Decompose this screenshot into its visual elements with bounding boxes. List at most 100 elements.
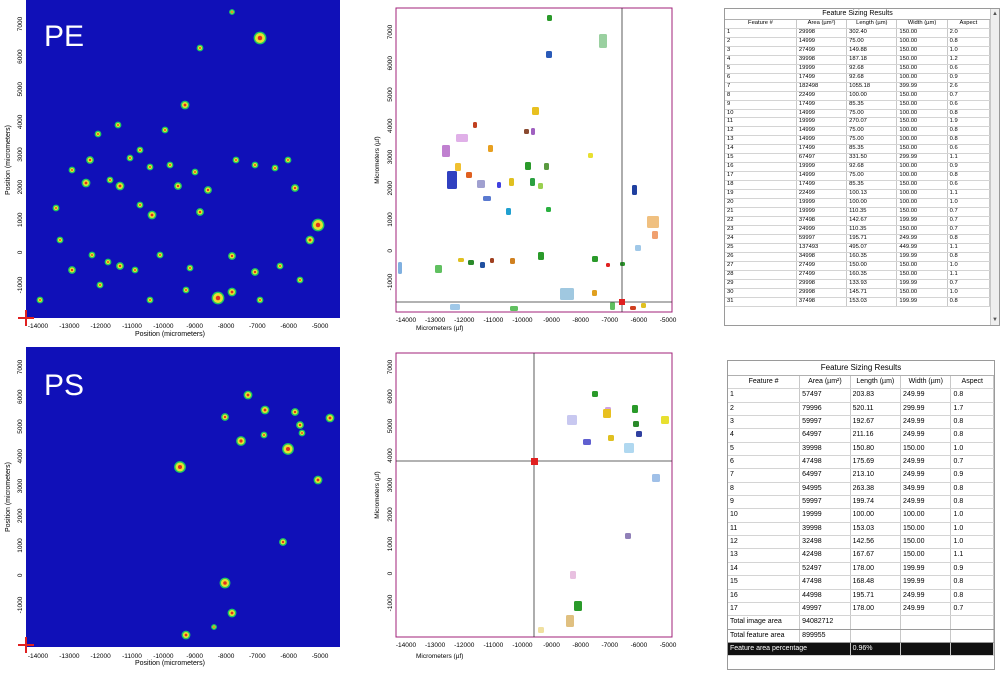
table-row[interactable]: 28 27499 160.35 150.00 1.1: [725, 270, 991, 280]
table-row[interactable]: 22 37498 142.67 199.99 0.7: [725, 216, 991, 226]
table-row[interactable]: 6 17499 92.68 100.00 0.9: [725, 73, 991, 83]
table-row[interactable]: 26 34998 160.35 199.99 0.8: [725, 252, 991, 262]
width-cell: 150.00: [896, 55, 948, 65]
table-row[interactable]: 9 17499 85.35 150.00 0.6: [725, 100, 991, 110]
width-cell: 100.00: [896, 171, 948, 182]
table-row[interactable]: 3 59997 192.67 249.99 0.8: [728, 415, 994, 430]
length-cell: 100.13: [846, 189, 898, 200]
particle-blob-core: [254, 164, 256, 166]
area-cell: 19999: [796, 207, 848, 217]
table-row[interactable]: 4 64997 211.16 249.99 0.8: [728, 428, 994, 443]
table-row[interactable]: 1 29998 302.40 150.00 2.0: [725, 28, 991, 38]
pe-col-width[interactable]: Width (µm): [896, 20, 948, 29]
table-row[interactable]: 25 137493 495.07 449.99 1.1: [725, 243, 991, 253]
table-row[interactable]: 19 22499 100.13 100.00 1.1: [725, 189, 991, 200]
particle-spot: [480, 262, 485, 268]
table-row[interactable]: 31 37498 153.03 199.99 0.8: [725, 297, 991, 307]
pe-heatmap-svg: PE -14000 -13000 -12000 -11000 -10000 -9000 -8…: [5, 0, 340, 338]
x-tick-label: -11000: [122, 323, 142, 330]
scroll-up-arrow-icon[interactable]: ▲: [992, 11, 998, 17]
area-cell: 47498: [799, 455, 851, 470]
pe-table-header-row: Feature # Area (µm²) Length (µm) Width (…: [725, 20, 991, 29]
particle-blob-core: [223, 415, 227, 419]
ps-heatmap-area: [26, 347, 340, 647]
table-row[interactable]: 18 17499 85.35 150.00 0.6: [725, 180, 991, 191]
pe-heatmap-ylabel: Position (micrometers): [5, 125, 12, 195]
table-row[interactable]: 12 14999 75.00 100.00 0.8: [725, 126, 991, 137]
pe-col-feature[interactable]: Feature #: [725, 20, 797, 29]
table-row[interactable]: 10 19999 100.00 100.00 1.0: [728, 508, 994, 523]
pe-col-aspect[interactable]: Aspect: [947, 20, 991, 29]
y-tick-label: 6000: [17, 389, 24, 404]
y-tick-label: 5000: [17, 82, 24, 97]
table-row[interactable]: 30 29998 145.71 150.00 1.0: [725, 288, 991, 298]
particle-blob-core: [139, 204, 141, 206]
table-row[interactable]: 10 14999 75.00 100.00 0.8: [725, 109, 991, 119]
table-row[interactable]: 11 39998 153.03 150.00 1.0: [728, 522, 994, 537]
scroll-down-arrow-icon[interactable]: ▼: [992, 317, 998, 323]
length-cell: 110.35: [846, 207, 898, 217]
y-tick-label: 6000: [17, 49, 24, 64]
particle-spot: [538, 252, 544, 260]
particle-spot: [442, 145, 450, 157]
feature-number-cell: 17: [728, 602, 801, 617]
particle-blob-core: [189, 267, 191, 269]
feature-number-cell: 18: [725, 180, 797, 191]
table-row[interactable]: 9 59997 199.74 249.99 0.8: [728, 495, 994, 510]
table-row[interactable]: 23 24999 110.35 150.00 0.7: [725, 225, 991, 235]
ps-col-length[interactable]: Length (µm): [850, 376, 902, 390]
total-image-area-value: 94082712: [799, 615, 851, 630]
table-row[interactable]: 20 19999 100.00 100.00 1.0: [725, 198, 991, 209]
ps-col-aspect[interactable]: Aspect: [950, 376, 994, 390]
table-row[interactable]: 14 17499 85.35 150.00 0.6: [725, 144, 991, 155]
table-row[interactable]: 2 14999 75.00 100.00 0.8: [725, 37, 991, 47]
table-row[interactable]: 2 79996 520.11 299.99 1.7: [728, 402, 994, 417]
table-row[interactable]: 13 42498 167.67 150.00 1.1: [728, 548, 994, 563]
table-row[interactable]: 8 94995 263.38 349.99 0.8: [728, 482, 994, 497]
particle-blob-core: [134, 269, 136, 271]
particle-blob-core: [169, 164, 171, 166]
pe-scatter-ylabel: Micrometers (µf): [374, 136, 381, 183]
table-row[interactable]: 27 27499 150.00 150.00 1.0: [725, 261, 991, 271]
area-cell: 22499: [796, 189, 848, 200]
table-row[interactable]: 3 27499 149.88 150.00 1.0: [725, 46, 991, 56]
pe-table-scrollbar[interactable]: ▲ ▼: [990, 9, 999, 325]
table-row[interactable]: 29 29998 133.93 199.99 0.7: [725, 279, 991, 289]
table-row[interactable]: 5 39998 150.80 150.00 1.0: [728, 442, 994, 457]
ps-col-area[interactable]: Area (µm²): [799, 376, 851, 390]
ps-col-feature[interactable]: Feature #: [728, 376, 801, 390]
area-cell: 39998: [799, 442, 851, 457]
pe-col-length[interactable]: Length (µm): [846, 20, 898, 29]
x-tick-label: -10000: [153, 323, 174, 330]
table-row[interactable]: 11 19999 270.07 150.00 1.9: [725, 117, 991, 128]
table-row[interactable]: 15 67497 331.50 299.99 1.1: [725, 153, 991, 164]
particle-blob-core: [298, 423, 302, 427]
table-row[interactable]: 1 57497 203.83 249.99 0.8: [728, 388, 994, 403]
pe-col-area[interactable]: Area (µm²): [796, 20, 848, 29]
table-row[interactable]: 15 47498 168.48 199.99 0.8: [728, 575, 994, 590]
area-cell: 52497: [799, 562, 851, 577]
table-row[interactable]: 12 32498 142.56 150.00 1.0: [728, 535, 994, 550]
table-row[interactable]: 7 64997 213.10 249.99 0.9: [728, 468, 994, 483]
table-row[interactable]: 16 19999 92.68 100.00 0.9: [725, 162, 991, 173]
table-row[interactable]: 8 22499 100.00 150.00 0.7: [725, 91, 991, 101]
particle-blob-core: [99, 284, 101, 286]
length-cell: 100.00: [846, 198, 898, 209]
table-row[interactable]: 21 19999 110.35 150.00 0.7: [725, 207, 991, 217]
y-tick-label: -1000: [17, 596, 24, 613]
table-row[interactable]: 16 44998 195.71 249.99 0.8: [728, 589, 994, 603]
table-row[interactable]: 5 19999 92.68 150.00 0.6: [725, 64, 991, 74]
table-row[interactable]: 4 39998 187.18 150.00 1.2: [725, 55, 991, 65]
table-row[interactable]: 6 47498 175.69 249.99 0.7: [728, 455, 994, 470]
particle-spot: [599, 34, 607, 48]
table-row[interactable]: 17 49997 178.00 249.99 0.7: [728, 602, 994, 617]
ps-col-width[interactable]: Width (µm): [900, 376, 952, 390]
y-tick-label: 2000: [387, 507, 394, 522]
table-row[interactable]: 14 52497 178.00 199.99 0.9: [728, 562, 994, 577]
aspect-cell: 0.7: [947, 225, 991, 235]
table-row[interactable]: 13 14999 75.00 100.00 0.8: [725, 135, 991, 146]
table-row[interactable]: 17 14999 75.00 100.00 0.8: [725, 171, 991, 182]
table-row[interactable]: 24 59997 195.71 249.99 0.8: [725, 234, 991, 244]
table-row[interactable]: 7 182498 1055.18 399.99 2.6: [725, 82, 991, 92]
aspect-cell: 1.1: [947, 189, 991, 200]
